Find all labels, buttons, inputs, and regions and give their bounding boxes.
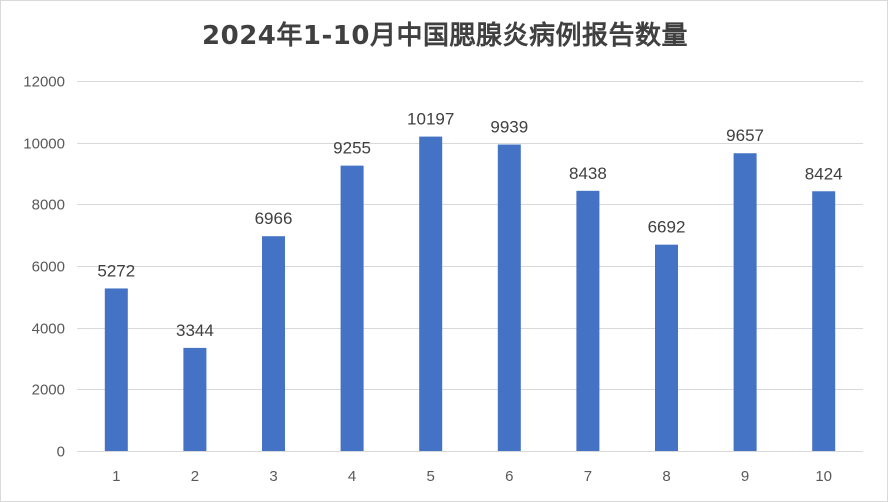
chart-title: 2024年1-10月中国腮腺炎病例报告数量: [202, 21, 688, 51]
y-axis-ticks: 0 2000 4000 6000 8000 10000 12000: [23, 74, 65, 461]
x-tick-label-1: 1: [112, 468, 120, 485]
data-label-10: 8424: [805, 164, 843, 183]
data-label-5: 10197: [407, 110, 454, 129]
bar-3: [262, 236, 285, 451]
bar-2: [183, 347, 207, 451]
y-tick-label-0: 0: [57, 444, 65, 461]
y-tick-label-6000: 6000: [32, 259, 65, 276]
data-label-9: 9657: [726, 126, 764, 145]
data-label-1: 5272: [97, 261, 135, 280]
data-label-3: 6966: [255, 209, 293, 228]
bar-6: [497, 144, 521, 452]
bars: [104, 136, 836, 452]
bar-5: [419, 136, 443, 451]
y-tick-label-10000: 10000: [23, 136, 65, 153]
y-tick-label-12000: 12000: [23, 74, 65, 91]
bar-9: [733, 153, 757, 451]
data-label-8: 6692: [648, 218, 686, 237]
data-label-4: 9255: [333, 139, 371, 158]
bar-1: [104, 288, 128, 451]
data-labels: 5272 3344 6966 9255 10197 9939 8438 6692 9657 842…: [97, 110, 842, 340]
y-tick-label-8000: 8000: [32, 197, 65, 214]
x-tick-label-8: 8: [662, 468, 670, 485]
y-tick-label-4000: 4000: [32, 321, 65, 338]
x-tick-label-9: 9: [741, 468, 749, 485]
x-tick-label-10: 10: [815, 468, 832, 485]
x-tick-label-6: 6: [505, 468, 513, 485]
bar-10: [812, 191, 836, 451]
x-tick-label-4: 4: [348, 468, 356, 485]
x-tick-label-3: 3: [269, 468, 277, 485]
x-tick-label-7: 7: [584, 468, 592, 485]
bar-4: [340, 165, 364, 451]
x-tick-label-5: 5: [427, 468, 435, 485]
grid-lines: [77, 81, 863, 452]
data-label-7: 8438: [569, 164, 607, 183]
y-tick-label-2000: 2000: [32, 382, 65, 399]
data-label-2: 3344: [176, 321, 214, 340]
bar-7: [576, 190, 600, 451]
data-label-6: 9939: [490, 118, 528, 137]
x-axis-ticks: 1 2 3 4 5 6 7 8 9 10: [112, 468, 832, 485]
bar-8: [655, 244, 678, 451]
x-tick-label-2: 2: [191, 468, 199, 485]
